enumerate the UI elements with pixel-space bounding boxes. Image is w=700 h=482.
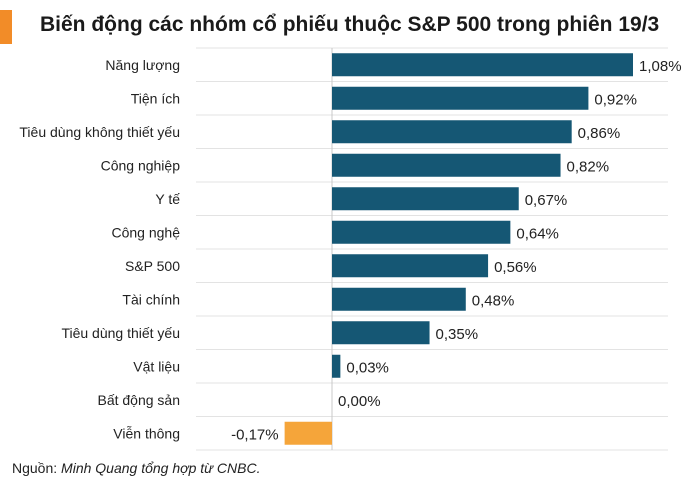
bar bbox=[284, 421, 332, 445]
bar bbox=[332, 53, 633, 77]
chart-title: Biến động các nhóm cổ phiếu thuộc S&P 50… bbox=[40, 13, 660, 36]
bar bbox=[332, 220, 511, 244]
data-label: 0,00% bbox=[338, 393, 381, 410]
data-label: 0,64% bbox=[516, 225, 559, 242]
source-text: Minh Quang tổng hợp từ CNBC. bbox=[61, 460, 261, 476]
source-label: Nguồn: bbox=[12, 460, 58, 476]
category-label: Công nghệ bbox=[111, 224, 180, 240]
category-label: S&P 500 bbox=[125, 258, 180, 274]
data-label: -0,17% bbox=[231, 426, 279, 443]
bar bbox=[332, 287, 466, 311]
data-label: 1,08% bbox=[639, 58, 682, 75]
bar bbox=[332, 86, 589, 110]
category-label: Vật liệu bbox=[133, 358, 180, 374]
bar bbox=[332, 354, 341, 378]
data-label: 0,82% bbox=[567, 158, 610, 175]
data-label: 0,35% bbox=[436, 326, 479, 343]
bar bbox=[332, 254, 489, 278]
bar-chart: Năng lượng 1,08% Tiện ích 0,92% Tiêu dùng kh… bbox=[19, 47, 682, 451]
category-label: Công nghiệp bbox=[101, 157, 181, 173]
category-label: Tài chính bbox=[122, 291, 180, 307]
data-label: 0,03% bbox=[346, 359, 389, 376]
category-label: Tiêu dùng không thiết yếu bbox=[19, 124, 180, 140]
category-label: Bất động sản bbox=[97, 392, 180, 408]
data-label: 0,92% bbox=[594, 91, 637, 108]
data-label: 0,48% bbox=[472, 292, 515, 309]
bar bbox=[332, 153, 561, 177]
category-label: Năng lượng bbox=[105, 57, 180, 73]
data-label: 0,56% bbox=[494, 259, 537, 276]
category-label: Tiêu dùng thiết yếu bbox=[61, 325, 180, 341]
category-label: Viễn thông bbox=[113, 425, 180, 441]
bar bbox=[332, 321, 430, 345]
data-label: 0,86% bbox=[578, 125, 621, 142]
title-accent-bar bbox=[0, 10, 12, 44]
source-note: Nguồn: Minh Quang tổng hợp từ CNBC. bbox=[12, 460, 260, 476]
bar bbox=[332, 187, 519, 211]
category-label: Tiện ích bbox=[131, 90, 180, 106]
bar bbox=[332, 120, 572, 144]
category-label: Y tế bbox=[155, 191, 180, 207]
data-label: 0,67% bbox=[525, 192, 568, 209]
